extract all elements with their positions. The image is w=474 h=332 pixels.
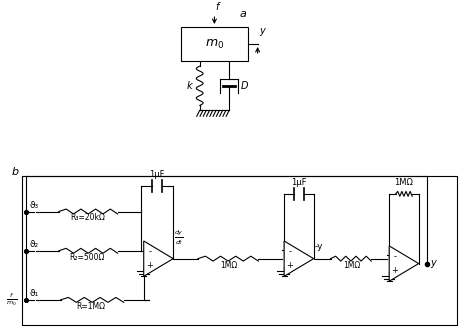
Text: 1MΩ: 1MΩ [343, 261, 360, 270]
Text: $\frac{f}{m_0}$: $\frac{f}{m_0}$ [6, 292, 18, 308]
Polygon shape [284, 241, 314, 276]
Text: -: - [393, 252, 397, 261]
Text: ϑ₃: ϑ₃ [30, 201, 39, 209]
Text: -: - [148, 247, 151, 256]
Text: R₃=20kΩ: R₃=20kΩ [70, 213, 105, 222]
Bar [181, 27, 248, 61]
Text: +: + [287, 261, 293, 270]
Text: $\frac{dy}{dt}$: $\frac{dy}{dt}$ [174, 229, 184, 247]
Text: $y$: $y$ [430, 258, 438, 270]
Text: k: k [186, 81, 192, 91]
Text: 1μF: 1μF [149, 170, 165, 179]
Text: $m_0$: $m_0$ [205, 38, 224, 51]
Text: ϑ₁: ϑ₁ [30, 289, 39, 298]
Text: -: - [289, 247, 292, 256]
Text: ϑ₂: ϑ₂ [30, 240, 39, 249]
Text: +: + [146, 261, 153, 270]
Text: 1MΩ: 1MΩ [220, 261, 237, 270]
Text: R₂=500Ω: R₂=500Ω [70, 253, 105, 262]
Text: -y: -y [315, 242, 323, 251]
Text: a: a [239, 9, 246, 19]
Text: 1MΩ: 1MΩ [394, 178, 413, 187]
Text: y: y [260, 26, 265, 36]
Text: +: + [392, 266, 399, 275]
Polygon shape [389, 246, 419, 281]
Text: b: b [11, 167, 18, 177]
Polygon shape [144, 241, 173, 276]
Text: f: f [215, 2, 219, 12]
Text: R=1MΩ: R=1MΩ [77, 302, 106, 311]
Text: D: D [241, 81, 248, 91]
Text: 1μF: 1μF [291, 178, 307, 187]
